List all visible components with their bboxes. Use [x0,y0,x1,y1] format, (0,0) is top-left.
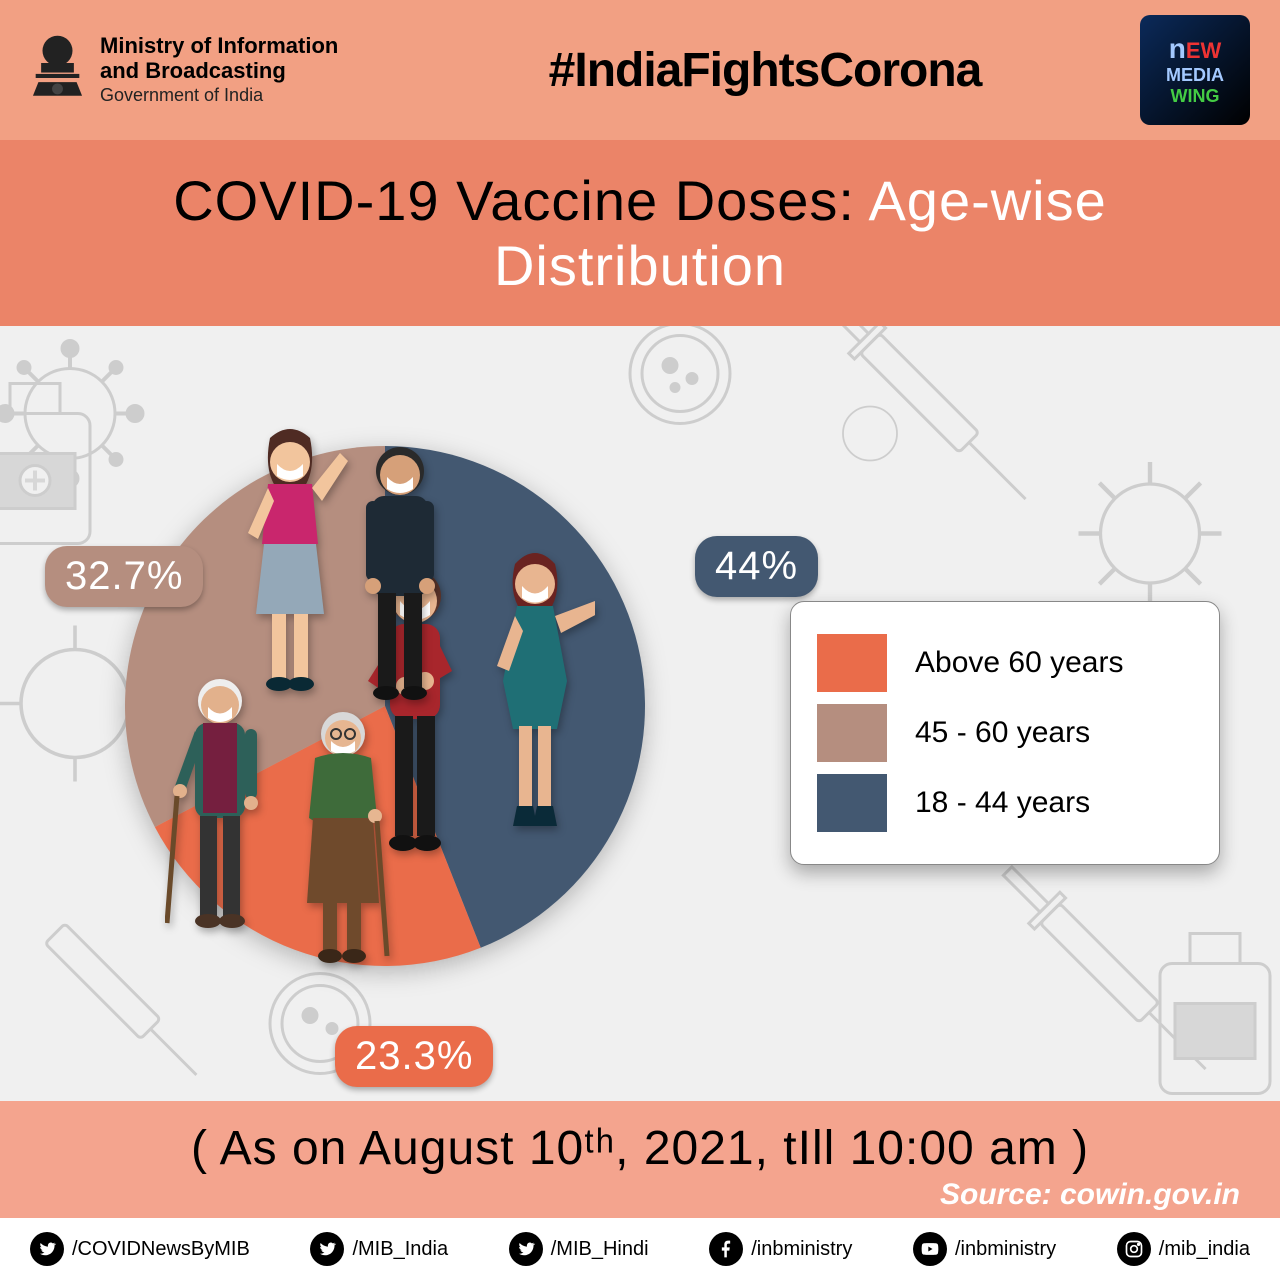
person-mid-male [340,441,460,706]
page-title: COVID-19 Vaccine Doses: Age-wise Distrib… [30,168,1250,298]
instagram-icon [1117,1232,1151,1266]
twitter-icon [30,1232,64,1266]
india-emblem-icon [30,33,85,108]
data-source: Source: cowin.gov.in [0,1178,1280,1212]
social-youtube[interactable]: /inbministry [913,1232,1056,1266]
ministry-line3: Government of India [100,85,338,106]
facebook-icon [709,1232,743,1266]
header-bar: Ministry of Information and Broadcasting… [0,0,1280,140]
youtube-icon [913,1232,947,1266]
social-twitter-hindi[interactable]: /MIB_Hindi [509,1232,649,1266]
legend-label: Above 60 years [915,646,1123,680]
pct-badge-above-60: 23.3% [335,1026,493,1087]
ministry-text: Ministry of Information and Broadcasting… [100,34,338,105]
legend-swatch [817,704,887,762]
pie-chart: 44% 23.3% 32.7% [55,386,695,1026]
page-title-bar: COVID-19 Vaccine Doses: Age-wise Distrib… [0,140,1280,326]
social-twitter-covid[interactable]: /COVIDNewsByMIB [30,1232,250,1266]
legend-row-18-44: 18 - 44 years [817,774,1193,832]
person-elderly-male [165,671,295,951]
footer-socials: /COVIDNewsByMIB /MIB_India /MIB_Hindi /i… [0,1218,1280,1280]
person-mid-female [230,426,350,706]
legend-row-45-60: 45 - 60 years [817,704,1193,762]
social-twitter-mib[interactable]: /MIB_India [310,1232,448,1266]
twitter-icon [310,1232,344,1266]
legend-swatch [817,774,887,832]
legend-label: 18 - 44 years [915,786,1090,820]
hashtag-title: #IndiaFightsCorona [410,43,1120,98]
ministry-line2: and Broadcasting [100,59,338,83]
new-media-wing-logo: nEW MEDIA WING [1140,15,1250,125]
twitter-icon [509,1232,543,1266]
legend-row-above-60: Above 60 years [817,634,1193,692]
pct-badge-45-60: 32.7% [45,546,203,607]
person-young-female [475,546,595,846]
ministry-line1: Ministry of Information [100,34,338,58]
as-on-date: ( As on August 10ᵗʰ, 2021, tIll 10:00 am… [0,1121,1280,1176]
legend-label: 45 - 60 years [915,716,1090,750]
social-instagram[interactable]: /mib_india [1117,1232,1250,1266]
date-bar: ( As on August 10ᵗʰ, 2021, tIll 10:00 am… [0,1101,1280,1218]
legend-box: Above 60 years 45 - 60 years 18 - 44 yea… [790,601,1220,865]
social-facebook[interactable]: /inbministry [709,1232,852,1266]
government-logo: Ministry of Information and Broadcasting… [30,33,390,108]
person-elderly-female [285,706,405,976]
pct-badge-18-44: 44% [695,536,818,597]
main-content: 44% 23.3% 32.7% [0,326,1280,1101]
legend-swatch [817,634,887,692]
